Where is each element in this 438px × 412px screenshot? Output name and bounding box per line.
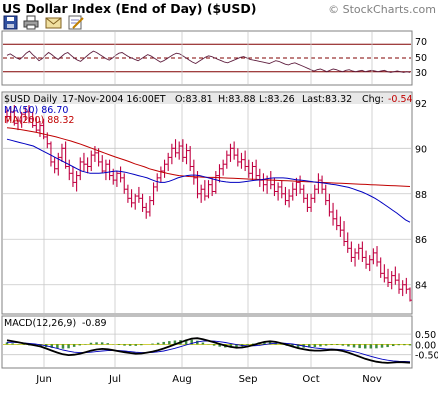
price-tick-label: 86	[415, 235, 427, 246]
price-tick-label: 90	[415, 144, 427, 155]
chart-title: US Dollar Index (End of Day) ($USD)	[2, 1, 257, 16]
edit-icon[interactable]	[68, 15, 84, 30]
rsi-tick-50: 50	[415, 53, 427, 64]
x-tick-label: Jun	[35, 374, 52, 385]
x-tick-label: Oct	[302, 374, 319, 385]
ma200-legend: MA(200) 88.32	[4, 115, 74, 126]
macd-tick-label: 0.00	[415, 340, 436, 351]
macd-tick-label: 0.50	[415, 330, 436, 341]
macd-value: -0.89	[82, 318, 107, 329]
high-value: H:83.88	[218, 94, 256, 105]
chg-label: Chg:	[362, 94, 384, 105]
macd-line	[6, 337, 411, 364]
macd-label: MACD(12,26,9)	[4, 318, 76, 329]
ma50-line	[6, 138, 411, 223]
macd-tick-label: -0.50	[415, 351, 438, 362]
email-icon[interactable]	[45, 17, 62, 29]
x-tick-label: Jul	[108, 374, 121, 385]
macd-panel	[1, 315, 413, 369]
symbol-name: $USD Daily	[4, 94, 58, 105]
last-value: Last:83.32	[302, 94, 352, 105]
chg-value: -0.54	[388, 94, 413, 105]
save-icon[interactable]	[3, 15, 18, 30]
open-value: O:83.81	[175, 94, 213, 105]
x-tick-label: Aug	[172, 374, 192, 385]
print-icon[interactable]	[23, 15, 39, 30]
low-value: L:83.26	[259, 94, 295, 105]
x-tick-label: Nov	[362, 374, 382, 385]
price-tick-label: 88	[415, 190, 427, 201]
rsi-tick-30: 30	[415, 68, 427, 79]
x-tick-label: Sep	[239, 374, 258, 385]
rsi-line	[6, 50, 411, 73]
price-tick-label: 92	[415, 99, 427, 110]
price-tick-label: 84	[415, 281, 427, 292]
watermark: © StockCharts.com	[328, 3, 436, 16]
price-bar	[408, 287, 412, 302]
symbol-date: 17-Nov-2004 16:00ET	[62, 94, 166, 105]
price-info-bar: $USD Daily 17-Nov-2004 16:00ET O:83.81 H…	[3, 93, 413, 105]
rsi-tick-70: 70	[415, 37, 427, 48]
ma50-legend: MA(50) 86.70	[4, 105, 68, 116]
price-panel	[1, 91, 413, 315]
